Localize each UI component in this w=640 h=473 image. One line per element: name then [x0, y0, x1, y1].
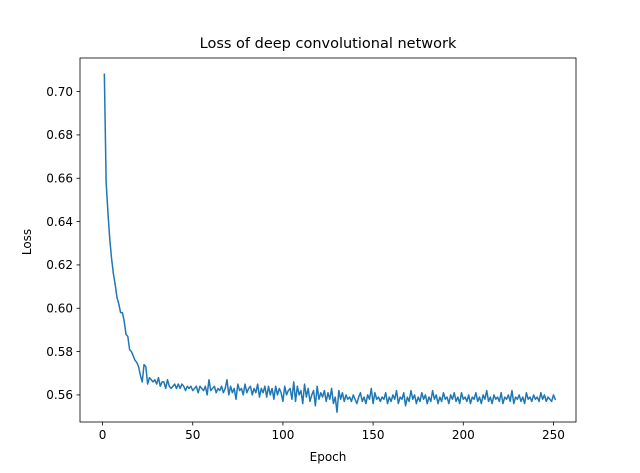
x-tick-label: 100 [271, 428, 294, 442]
series-line-0 [103, 73, 557, 413]
chart-title: Loss of deep convolutional network [200, 36, 457, 52]
x-tick-label: 50 [185, 428, 200, 442]
x-tick-label: 150 [362, 428, 385, 442]
y-tick-label: 0.68 [46, 128, 73, 142]
y-tick-label: 0.56 [46, 388, 73, 402]
x-tick-label: 0 [99, 428, 107, 442]
plot-frame [79, 57, 577, 423]
y-tick-label: 0.70 [46, 85, 73, 99]
y-tick-label: 0.64 [46, 215, 73, 229]
y-tick-label: 0.62 [46, 258, 73, 272]
plot-area: 0 50 100 150 200 250 0.56 0.58 0.60 0.62 0.64 0.66 0… [46, 57, 577, 442]
y-tick-label: 0.58 [46, 345, 73, 359]
x-tick-label: 200 [452, 428, 475, 442]
x-axis-label: Epoch [310, 450, 347, 464]
y-tick-label: 0.66 [46, 172, 73, 186]
y-axis-label: Loss [20, 229, 34, 255]
y-tick-label: 0.60 [46, 302, 73, 316]
x-tick-label: 250 [542, 428, 565, 442]
